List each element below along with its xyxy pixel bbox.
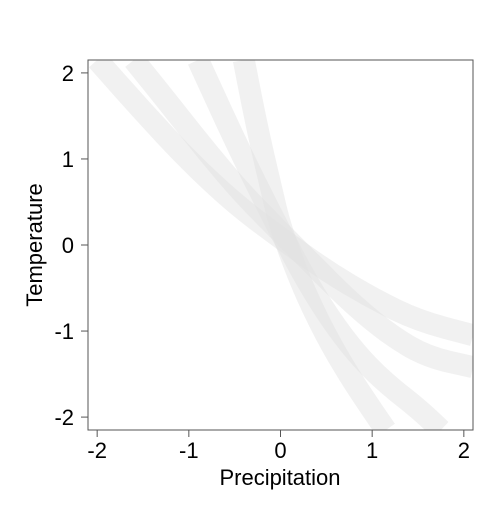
band-3 (188, 60, 449, 430)
y-tick-label: -1 (54, 319, 74, 344)
data-bands (88, 60, 473, 430)
x-tick-label: 1 (366, 438, 378, 463)
x-tick-label: 0 (274, 438, 286, 463)
y-axis-label: Temperature (22, 183, 47, 307)
x-axis-label: Precipitation (219, 465, 340, 490)
y-tick-label: 1 (62, 147, 74, 172)
x-tick-label: 2 (458, 438, 470, 463)
band-2 (125, 60, 473, 378)
y-tick-label: 2 (62, 61, 74, 86)
x-tick-label: -2 (87, 438, 107, 463)
band-4 (233, 60, 395, 430)
y-axis: -2 -1 0 1 2 (54, 61, 88, 430)
x-tick-label: -1 (179, 438, 199, 463)
band-1 (88, 60, 473, 346)
y-tick-label: 0 (62, 233, 74, 258)
y-tick-label: -2 (54, 405, 74, 430)
x-axis: -2 -1 0 1 2 (87, 430, 470, 463)
